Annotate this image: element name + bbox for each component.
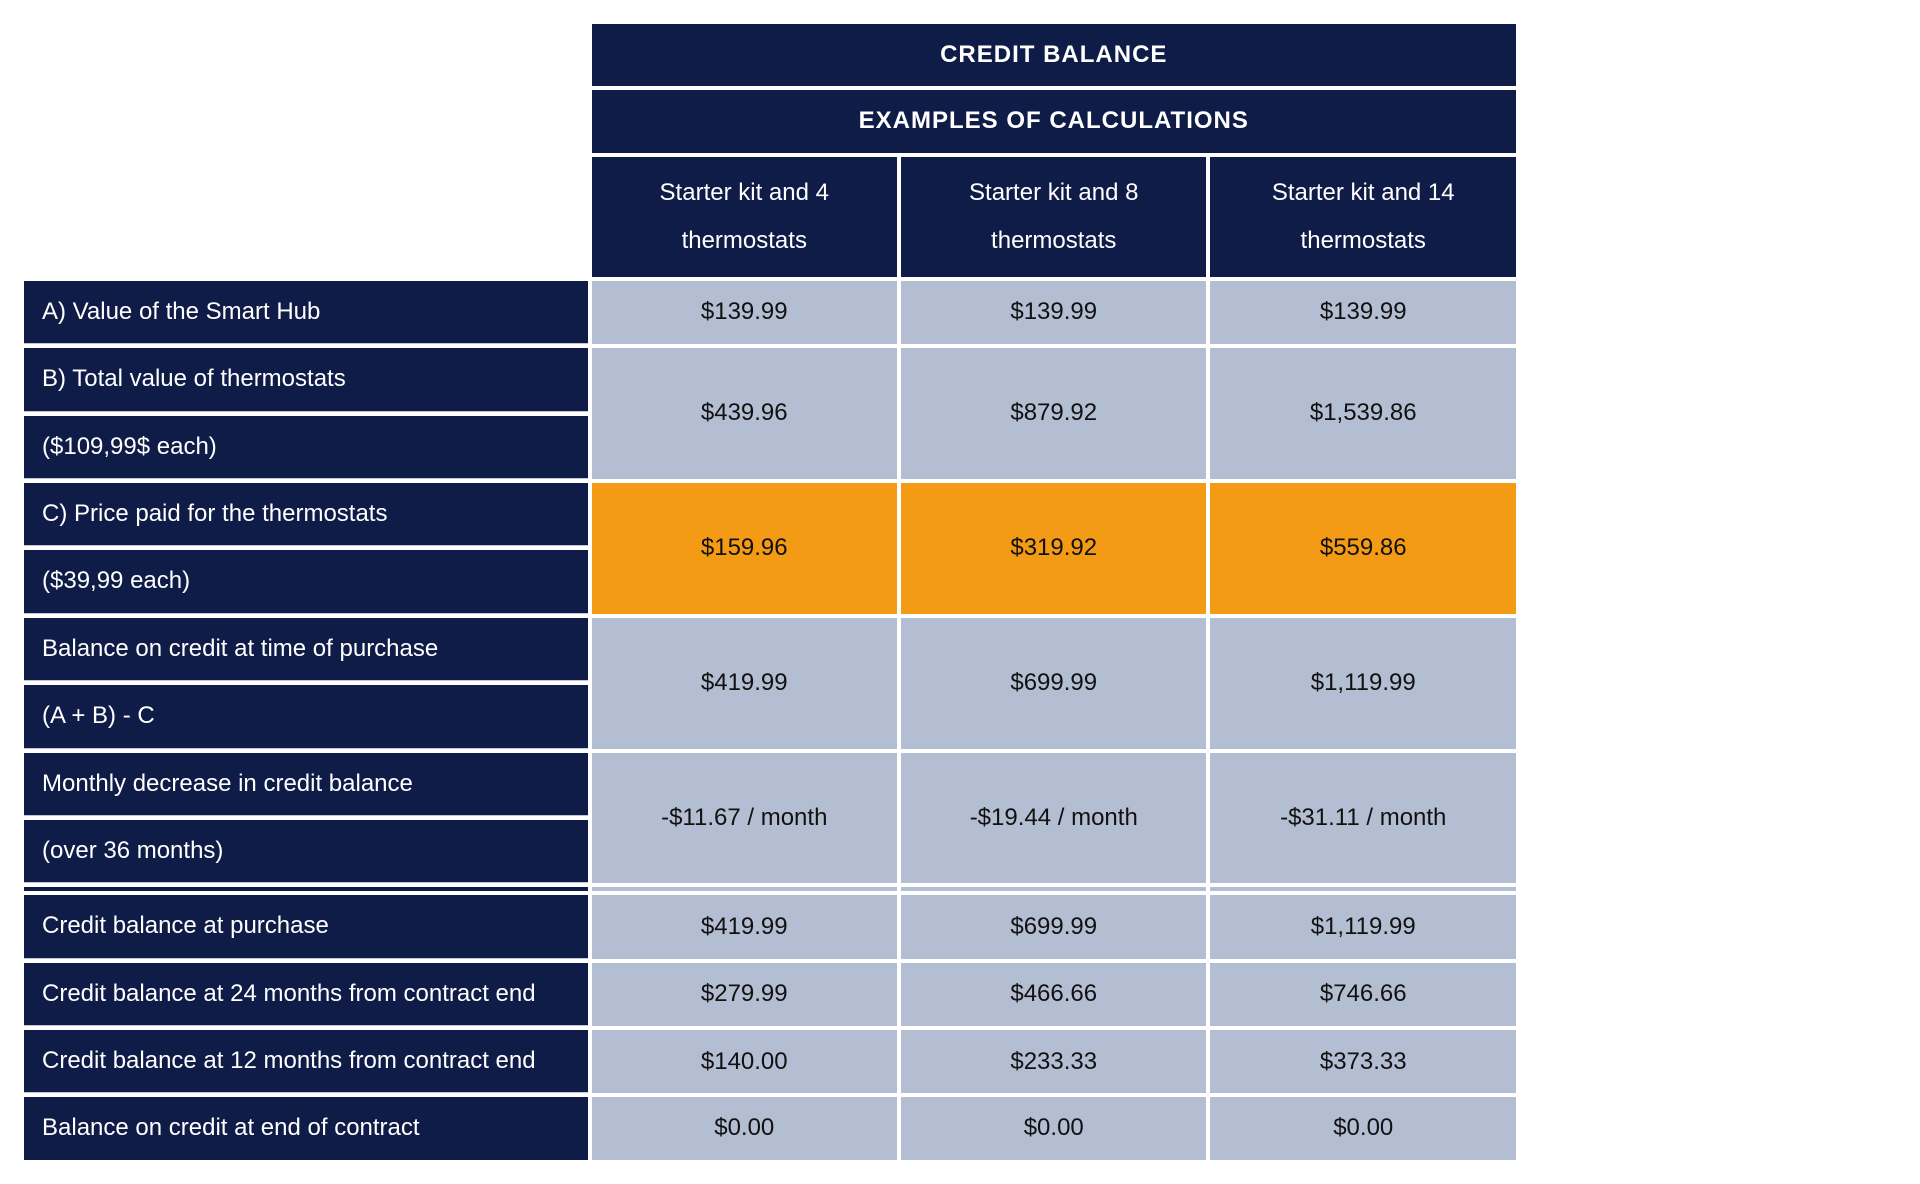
row-cb-12: Credit balance at 12 months from contrac…	[24, 1030, 1516, 1093]
row-balpurchase-line1: Balance on credit at time of purchase $4…	[24, 618, 1516, 681]
row-cb-24-val-1: $466.66	[901, 963, 1206, 1026]
row-c-val-2: $559.86	[1210, 483, 1516, 614]
credit-balance-table: CREDIT BALANCE EXAMPLES OF CALCULATIONS …	[20, 20, 1520, 1164]
row-cb-12-label: Credit balance at 12 months from contrac…	[24, 1030, 588, 1093]
row-cb-12-val-0: $140.00	[592, 1030, 897, 1093]
row-a: A) Value of the Smart Hub $139.99 $139.9…	[24, 281, 1516, 344]
row-cb-end-val-1: $0.00	[901, 1097, 1206, 1159]
row-cb-purchase-val-1: $699.99	[901, 895, 1206, 958]
col-header-1: Starter kit and 8 thermostats	[901, 157, 1206, 277]
row-c-label1: C) Price paid for the thermostats	[24, 483, 588, 546]
row-b-line1: B) Total value of thermostats $439.96 $8…	[24, 348, 1516, 411]
row-c-label2: ($39,99 each)	[24, 550, 588, 613]
col-header-0: Starter kit and 4 thermostats	[592, 157, 897, 277]
header-sub: EXAMPLES OF CALCULATIONS	[592, 90, 1516, 152]
row-c-line1: C) Price paid for the thermostats $159.9…	[24, 483, 1516, 546]
row-monthly-label2: (over 36 months)	[24, 820, 588, 883]
row-cb-24-val-0: $279.99	[592, 963, 897, 1026]
row-cb-end-val-2: $0.00	[1210, 1097, 1516, 1159]
row-cb-12-val-2: $373.33	[1210, 1030, 1516, 1093]
row-monthly-line1: Monthly decrease in credit balance -$11.…	[24, 753, 1516, 816]
row-monthly-label1: Monthly decrease in credit balance	[24, 753, 588, 816]
row-cb-24-label: Credit balance at 24 months from contrac…	[24, 963, 588, 1026]
row-balpurchase-val-0: $419.99	[592, 618, 897, 749]
row-cb-24: Credit balance at 24 months from contrac…	[24, 963, 1516, 1026]
spacer-row	[24, 887, 1516, 891]
col-header-2: Starter kit and 14 thermostats	[1210, 157, 1516, 277]
row-c-val-1: $319.92	[901, 483, 1206, 614]
row-cb-purchase-val-2: $1,119.99	[1210, 895, 1516, 958]
row-balpurchase-val-1: $699.99	[901, 618, 1206, 749]
row-a-val-2: $139.99	[1210, 281, 1516, 344]
row-cb-24-val-2: $746.66	[1210, 963, 1516, 1026]
header-row-cols: Starter kit and 4 thermostats Starter ki…	[24, 157, 1516, 277]
header-row-sub: EXAMPLES OF CALCULATIONS	[24, 90, 1516, 152]
row-b-val-0: $439.96	[592, 348, 897, 479]
row-monthly-val-0: -$11.67 / month	[592, 753, 897, 884]
row-b-label2: ($109,99$ each)	[24, 416, 588, 479]
row-cb-purchase-val-0: $419.99	[592, 895, 897, 958]
row-a-val-1: $139.99	[901, 281, 1206, 344]
row-balpurchase-label1: Balance on credit at time of purchase	[24, 618, 588, 681]
header-main: CREDIT BALANCE	[592, 24, 1516, 86]
blank-corner	[24, 24, 588, 86]
row-a-label: A) Value of the Smart Hub	[24, 281, 588, 344]
row-c-val-0: $159.96	[592, 483, 897, 614]
row-b-val-2: $1,539.86	[1210, 348, 1516, 479]
row-monthly-val-1: -$19.44 / month	[901, 753, 1206, 884]
header-row-main: CREDIT BALANCE	[24, 24, 1516, 86]
row-cb-end-label: Balance on credit at end of contract	[24, 1097, 588, 1159]
row-cb-end: Balance on credit at end of contract $0.…	[24, 1097, 1516, 1159]
row-cb-end-val-0: $0.00	[592, 1097, 897, 1159]
row-b-label1: B) Total value of thermostats	[24, 348, 588, 411]
row-balpurchase-label2: (A + B) - C	[24, 685, 588, 748]
row-cb-purchase-label: Credit balance at purchase	[24, 895, 588, 958]
row-balpurchase-val-2: $1,119.99	[1210, 618, 1516, 749]
row-a-val-0: $139.99	[592, 281, 897, 344]
row-cb-12-val-1: $233.33	[901, 1030, 1206, 1093]
row-b-val-1: $879.92	[901, 348, 1206, 479]
row-monthly-val-2: -$31.11 / month	[1210, 753, 1516, 884]
row-cb-purchase: Credit balance at purchase $419.99 $699.…	[24, 895, 1516, 958]
